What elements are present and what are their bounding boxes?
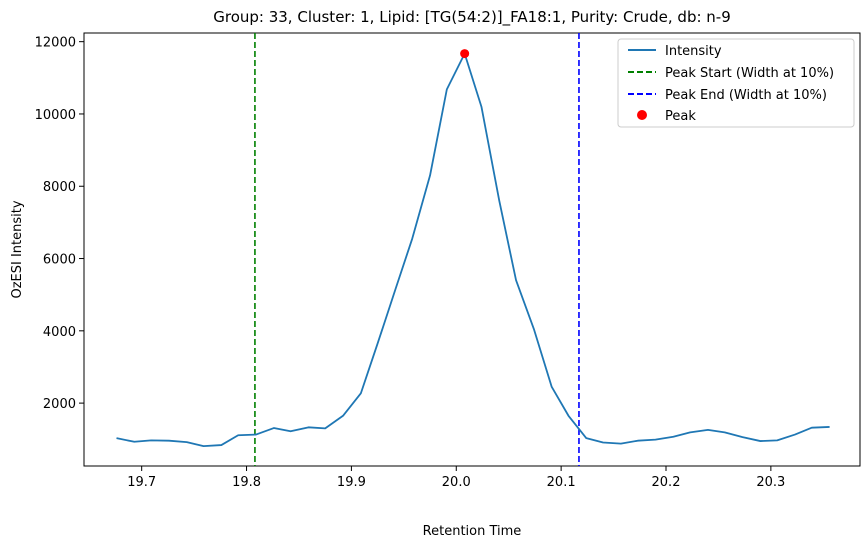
peak-layer [460, 49, 470, 59]
x-tick-label: 20.3 [756, 475, 785, 490]
x-axis-ticks: 19.7 19.8 19.9 20.0 20.1 20.2 20.3 [127, 466, 785, 490]
y-tick-label: 8000 [43, 180, 76, 195]
y-tick-label: 12000 [35, 36, 76, 51]
x-tick-label: 19.8 [232, 475, 261, 490]
legend-swatch-peak [637, 110, 647, 120]
y-axis-label: OzESI Intensity [10, 200, 25, 298]
chart-title: Group: 33, Cluster: 1, Lipid: [TG(54:2)]… [213, 8, 731, 27]
legend-box [617, 38, 855, 128]
y-tick-label: 4000 [43, 325, 76, 340]
legend-label-peak-end: Peak End (Width at 10%) [665, 88, 827, 103]
y-tick-label: 6000 [43, 253, 76, 268]
x-tick-label: 20.1 [547, 475, 576, 490]
legend-label-peak: Peak [665, 109, 696, 124]
y-axis-ticks: 2000 4000 6000 8000 10000 12000 [35, 36, 84, 412]
peak-marker [460, 49, 470, 59]
vertical-lines [254, 33, 580, 466]
x-axis-label: Retention Time [423, 524, 522, 539]
legend: Intensity Peak Start (Width at 10%) Peak… [617, 38, 855, 128]
x-tick-label: 19.7 [127, 475, 156, 490]
x-tick-label: 19.9 [337, 475, 366, 490]
intensity-line [116, 52, 830, 448]
y-tick-label: 10000 [35, 108, 76, 123]
legend-label-intensity: Intensity [665, 44, 722, 59]
x-tick-label: 20.2 [652, 475, 681, 490]
legend-label-peak-start: Peak Start (Width at 10%) [665, 66, 834, 81]
series-lines [116, 52, 830, 448]
x-tick-label: 20.0 [442, 475, 471, 490]
y-tick-label: 2000 [43, 397, 76, 412]
